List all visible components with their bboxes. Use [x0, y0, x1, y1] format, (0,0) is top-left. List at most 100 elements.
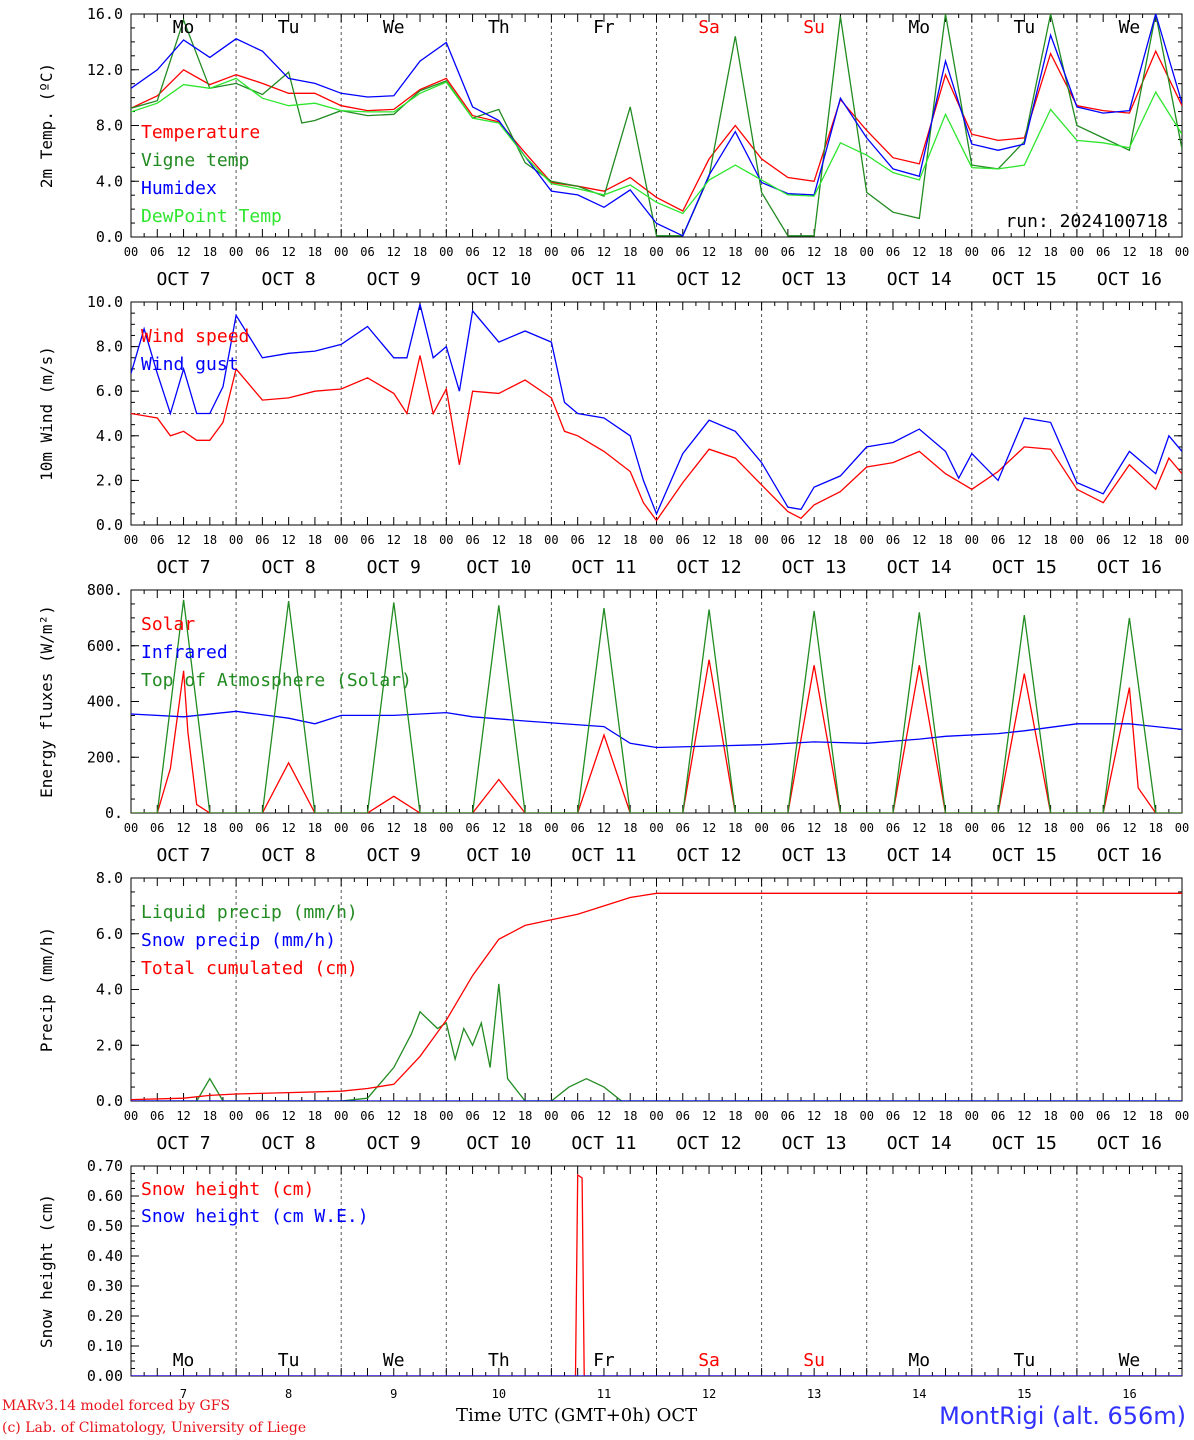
- x-axis-label: Time UTC (GMT+0h) OCT: [456, 1405, 698, 1426]
- y-axis-label: 2m Temp. (ºC): [37, 63, 56, 188]
- day-label: We: [383, 17, 405, 38]
- hour-label: 00: [649, 821, 663, 835]
- y-tick-label: 0.10: [87, 1337, 123, 1355]
- date-label: OCT 12: [677, 269, 742, 290]
- y-tick-label: 4.0: [96, 427, 123, 445]
- y-tick-label: 16.0: [87, 5, 123, 23]
- hour-label: 06: [255, 821, 269, 835]
- date-label: OCT 7: [156, 557, 210, 578]
- hour-label: 06: [991, 1109, 1005, 1123]
- hour-label: 00: [229, 1109, 243, 1123]
- hour-label: 06: [465, 245, 479, 259]
- hour-label: 18: [1043, 1109, 1057, 1123]
- hour-label: 06: [360, 821, 374, 835]
- hour-label: 06: [150, 1109, 164, 1123]
- legend-entry: Top of Atmosphere (Solar): [141, 670, 412, 691]
- y-tick-label: 8.0: [96, 117, 123, 135]
- hour-label: 18: [833, 821, 847, 835]
- date-label: OCT 13: [782, 1133, 847, 1154]
- legend-entry: Solar: [141, 614, 195, 635]
- hour-label: 18: [623, 533, 637, 547]
- hour-label: 00: [965, 245, 979, 259]
- day-label: Su: [803, 1350, 825, 1371]
- hour-label: 00: [544, 821, 558, 835]
- hour-label: 12: [387, 245, 401, 259]
- day-label: Mo: [908, 1350, 930, 1371]
- hour-label: 12: [807, 245, 821, 259]
- y-axis-label: Precip (mm/h): [37, 927, 56, 1052]
- hour-label: 00: [649, 1109, 663, 1123]
- hour-label: 06: [360, 533, 374, 547]
- hour-label: 12: [702, 245, 716, 259]
- hour-label: 18: [1148, 1109, 1162, 1123]
- day-label: Mo: [173, 17, 195, 38]
- date-label: OCT 16: [1097, 845, 1162, 866]
- hour-label: 00: [1070, 821, 1084, 835]
- hour-label: 00: [229, 533, 243, 547]
- legend-entry: Total cumulated (cm): [141, 958, 358, 979]
- hour-label: 00: [649, 245, 663, 259]
- hour-label: 00: [754, 1109, 768, 1123]
- hour-label: 18: [833, 533, 847, 547]
- series-line: [131, 710, 1182, 749]
- hour-label: 00: [859, 821, 873, 835]
- hour-label: 12: [912, 821, 926, 835]
- hour-label: 06: [255, 245, 269, 259]
- hour-label: 18: [728, 1109, 742, 1123]
- hour-label: 18: [728, 533, 742, 547]
- date-label: OCT 14: [887, 1133, 952, 1154]
- hour-label: 18: [623, 245, 637, 259]
- y-tick-label: 0.00: [87, 1367, 123, 1385]
- hour-label: 18: [203, 1109, 217, 1123]
- legend-entry: Temperature: [141, 122, 260, 143]
- hour-label: 00: [965, 533, 979, 547]
- y-tick-label: 4.0: [96, 981, 123, 999]
- hour-label: 12: [281, 1109, 295, 1123]
- hour-label: 12: [702, 533, 716, 547]
- date-label: OCT 8: [262, 269, 316, 290]
- y-tick-label: 10.0: [87, 293, 123, 311]
- series-line: [131, 304, 1182, 516]
- y-tick-label: 0.50: [87, 1217, 123, 1235]
- hour-label: 06: [1096, 1109, 1110, 1123]
- date-label: OCT 10: [466, 557, 531, 578]
- hour-label: 12: [387, 821, 401, 835]
- date-label: OCT 8: [262, 845, 316, 866]
- hour-label: 12: [176, 1109, 190, 1123]
- hour-label: 12: [807, 821, 821, 835]
- series-line: [131, 49, 1182, 212]
- date-label: OCT 15: [992, 845, 1057, 866]
- day-label: Th: [488, 1350, 510, 1371]
- hour-label: 18: [518, 821, 532, 835]
- hour-label: 18: [308, 1109, 322, 1123]
- date-label: OCT 15: [992, 269, 1057, 290]
- hour-label: 06: [676, 533, 690, 547]
- hour-label: 00: [124, 245, 138, 259]
- date-label: OCT 13: [782, 557, 847, 578]
- y-tick-label: 0.0: [96, 1092, 123, 1110]
- legend-entry: Wind gust: [141, 354, 239, 375]
- hour-label: 00: [1070, 1109, 1084, 1123]
- date-label: OCT 15: [992, 1133, 1057, 1154]
- hour-label: 12: [1122, 533, 1136, 547]
- hour-label: 06: [886, 533, 900, 547]
- day-label: Mo: [908, 17, 930, 38]
- date-label: OCT 14: [887, 845, 952, 866]
- day-label: Tu: [278, 17, 300, 38]
- series-line: [131, 599, 1182, 813]
- hour-label: 00: [544, 245, 558, 259]
- date-label: OCT 10: [466, 269, 531, 290]
- hour-label: 12: [281, 533, 295, 547]
- hour-label: 06: [1096, 533, 1110, 547]
- hour-label: 06: [676, 1109, 690, 1123]
- date-label: OCT 11: [571, 845, 636, 866]
- day-label: We: [383, 1350, 405, 1371]
- date-label: OCT 16: [1097, 557, 1162, 578]
- hour-label: 18: [1148, 245, 1162, 259]
- hour-label: 00: [124, 1109, 138, 1123]
- hour-label: 12: [1122, 1109, 1136, 1123]
- series-line: [131, 14, 1182, 237]
- run-annotation: run: 2024100718: [1005, 211, 1168, 232]
- copyright-credit: (c) Lab. of Climatology, University of L…: [2, 1420, 307, 1436]
- hour-label: 12: [281, 821, 295, 835]
